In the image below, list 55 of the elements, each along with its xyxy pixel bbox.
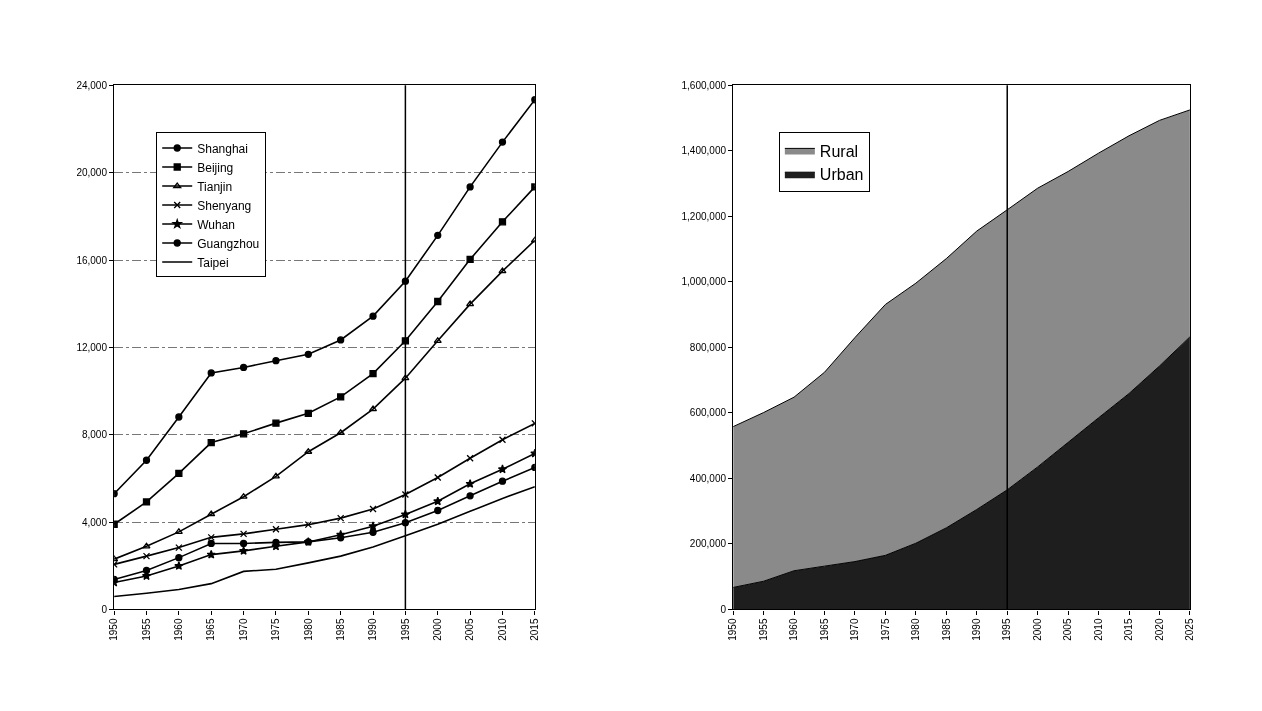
y-tick-label: 400,000 bbox=[689, 472, 727, 484]
legend-label: Beijing bbox=[197, 160, 234, 175]
y-tick-label: 200,000 bbox=[689, 538, 727, 550]
y-tick-label: 1,400,000 bbox=[681, 145, 727, 157]
x-tick-label: 1995 bbox=[399, 618, 411, 641]
y-tick-label: 1,200,000 bbox=[681, 210, 727, 222]
x-tick-label: 2025 bbox=[1184, 618, 1196, 641]
y-tick-label: 12,000 bbox=[76, 341, 108, 353]
legend-label: Shenyang bbox=[197, 198, 252, 213]
y-tick-label: 1,000,000 bbox=[681, 276, 727, 288]
y-tick-label: 16,000 bbox=[76, 254, 108, 266]
x-tick-label: 1995 bbox=[1001, 618, 1013, 641]
x-tick-label: 1970 bbox=[237, 618, 249, 641]
x-tick-label: 1955 bbox=[140, 618, 152, 641]
x-tick-label: 1950 bbox=[727, 618, 739, 641]
legend-label: Guangzhou bbox=[197, 236, 260, 251]
legend-label: Rural bbox=[819, 142, 859, 160]
legend-label: Tianjin bbox=[197, 179, 233, 194]
x-tick-label: 1975 bbox=[270, 618, 282, 641]
x-tick-label: 1980 bbox=[910, 618, 922, 641]
y-tick-label: 4,000 bbox=[81, 516, 108, 528]
y-tick-label: 0 bbox=[101, 603, 108, 615]
y-tick-label: 0 bbox=[720, 603, 727, 615]
x-tick-label: 1960 bbox=[173, 618, 185, 641]
x-tick-label: 2015 bbox=[1123, 618, 1135, 641]
x-tick-label: 1975 bbox=[879, 618, 891, 641]
x-tick-label: 1965 bbox=[205, 618, 217, 641]
x-tick-label: 1970 bbox=[849, 618, 861, 641]
x-tick-label: 2020 bbox=[1153, 618, 1165, 641]
x-tick-label: 1980 bbox=[302, 618, 314, 641]
legend-label: Urban bbox=[819, 166, 864, 184]
x-tick-label: 2000 bbox=[1031, 618, 1043, 641]
y-tick-label: 24,000 bbox=[76, 79, 108, 91]
y-tick-label: 8,000 bbox=[81, 429, 108, 441]
x-tick-label: 1960 bbox=[788, 618, 800, 641]
x-tick-label: 2000 bbox=[432, 618, 444, 641]
y-tick-label: 600,000 bbox=[689, 407, 727, 419]
x-tick-label: 1965 bbox=[818, 618, 830, 641]
x-tick-label: 1955 bbox=[757, 618, 769, 641]
x-tick-label: 1990 bbox=[971, 618, 983, 641]
x-tick-label: 1990 bbox=[367, 618, 379, 641]
x-tick-label: 2005 bbox=[1062, 618, 1074, 641]
legend-label: Shanghai bbox=[197, 141, 248, 156]
legend-label: Wuhan bbox=[197, 217, 236, 232]
x-tick-label: 2015 bbox=[529, 618, 541, 641]
x-tick-label: 2010 bbox=[1092, 618, 1104, 641]
y-tick-label: 800,000 bbox=[689, 341, 727, 353]
legend-label: Taipei bbox=[197, 255, 229, 270]
x-tick-label: 2005 bbox=[464, 618, 476, 641]
y-tick-label: 1,600,000 bbox=[681, 79, 727, 91]
x-tick-label: 1985 bbox=[940, 618, 952, 641]
x-tick-label: 2010 bbox=[496, 618, 508, 641]
y-tick-label: 20,000 bbox=[76, 167, 108, 179]
x-tick-label: 1985 bbox=[334, 618, 346, 641]
x-tick-label: 1950 bbox=[108, 618, 120, 641]
